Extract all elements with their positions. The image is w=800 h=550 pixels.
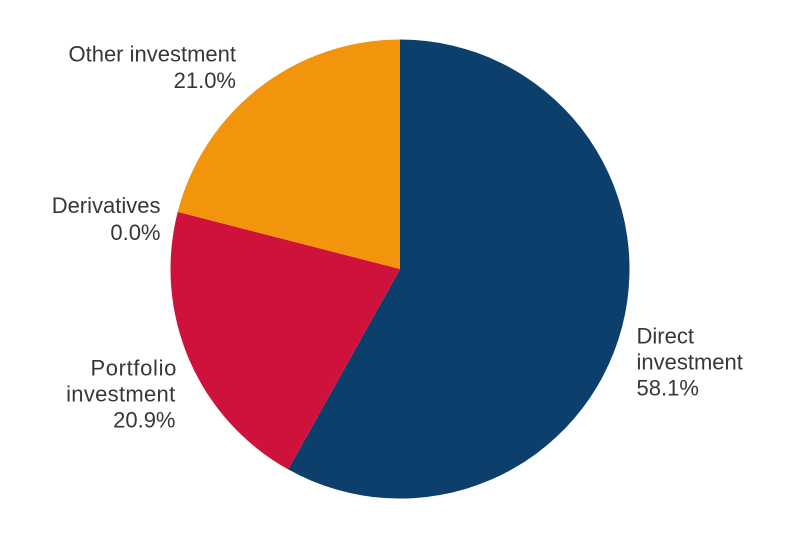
svg-text:investment: investment — [66, 381, 175, 406]
svg-text:Other investment: Other investment — [68, 41, 236, 66]
svg-text:Portfolio: Portfolio — [90, 355, 177, 380]
svg-text:Derivatives: Derivatives — [52, 193, 161, 218]
svg-text:0.0%: 0.0% — [110, 220, 160, 245]
svg-text:Direct: Direct — [637, 323, 694, 348]
svg-text:21.0%: 21.0% — [174, 68, 236, 93]
svg-text:20.9%: 20.9% — [113, 407, 175, 432]
svg-text:58.1%: 58.1% — [637, 376, 699, 401]
svg-text:investment: investment — [637, 350, 743, 375]
